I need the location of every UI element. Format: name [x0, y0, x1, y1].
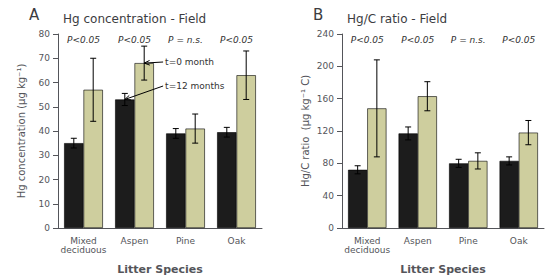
svg-text:80: 80: [323, 158, 335, 168]
svg-text:120: 120: [317, 126, 334, 136]
svg-text:Litter Species: Litter Species: [117, 263, 203, 276]
svg-text:40: 40: [323, 191, 335, 201]
svg-text:80: 80: [39, 29, 51, 39]
svg-text:60: 60: [39, 78, 51, 88]
svg-text:t=12 months: t=12 months: [165, 81, 225, 91]
svg-text:Mixed: Mixed: [70, 235, 97, 246]
svg-text:Hg/C ratio - Field: Hg/C ratio - Field: [347, 12, 447, 26]
svg-text:Oak: Oak: [228, 236, 247, 246]
svg-text:Oak: Oak: [510, 236, 529, 246]
svg-text:P<0.05: P<0.05: [502, 35, 535, 45]
svg-text:40: 40: [39, 126, 51, 136]
svg-text:70: 70: [39, 53, 51, 63]
svg-text:0: 0: [44, 223, 50, 233]
svg-text:P<0.05: P<0.05: [401, 35, 434, 45]
svg-text:P<0.05: P<0.05: [67, 35, 100, 45]
svg-text:Hg concentration - Field: Hg concentration - Field: [63, 12, 206, 26]
svg-text:10: 10: [39, 199, 51, 209]
svg-text:P = n.s.: P = n.s.: [168, 35, 203, 45]
svg-text:50: 50: [39, 102, 51, 112]
svg-text:deciduous: deciduous: [344, 245, 390, 255]
svg-text:Hg concentration (μg kg⁻¹): Hg concentration (μg kg⁻¹): [16, 64, 27, 199]
svg-text:30: 30: [39, 150, 51, 160]
svg-text:P<0.05: P<0.05: [220, 35, 253, 45]
svg-text:deciduous: deciduous: [60, 245, 106, 255]
svg-text:Aspen: Aspen: [404, 236, 432, 246]
svg-text:P<0.05: P<0.05: [118, 35, 151, 45]
svg-text:20: 20: [39, 175, 51, 185]
svg-text:Pine: Pine: [176, 236, 195, 246]
svg-text:240: 240: [317, 29, 334, 39]
svg-text:Pine: Pine: [459, 236, 478, 246]
svg-text:t=0 month: t=0 month: [165, 57, 214, 67]
svg-text:Hg/C ratio (μg kg⁻¹ C): Hg/C ratio (μg kg⁻¹ C): [300, 75, 311, 187]
svg-text:Mixed: Mixed: [354, 235, 381, 246]
svg-text:P = n.s.: P = n.s.: [451, 35, 486, 45]
svg-text:200: 200: [317, 61, 334, 71]
svg-text:Litter Species: Litter Species: [400, 263, 486, 276]
svg-text:A: A: [29, 6, 40, 24]
svg-text:B: B: [313, 6, 323, 24]
svg-text:160: 160: [317, 94, 334, 104]
svg-text:Aspen: Aspen: [121, 236, 149, 246]
svg-text:P<0.05: P<0.05: [351, 35, 384, 45]
svg-text:0: 0: [328, 223, 334, 233]
